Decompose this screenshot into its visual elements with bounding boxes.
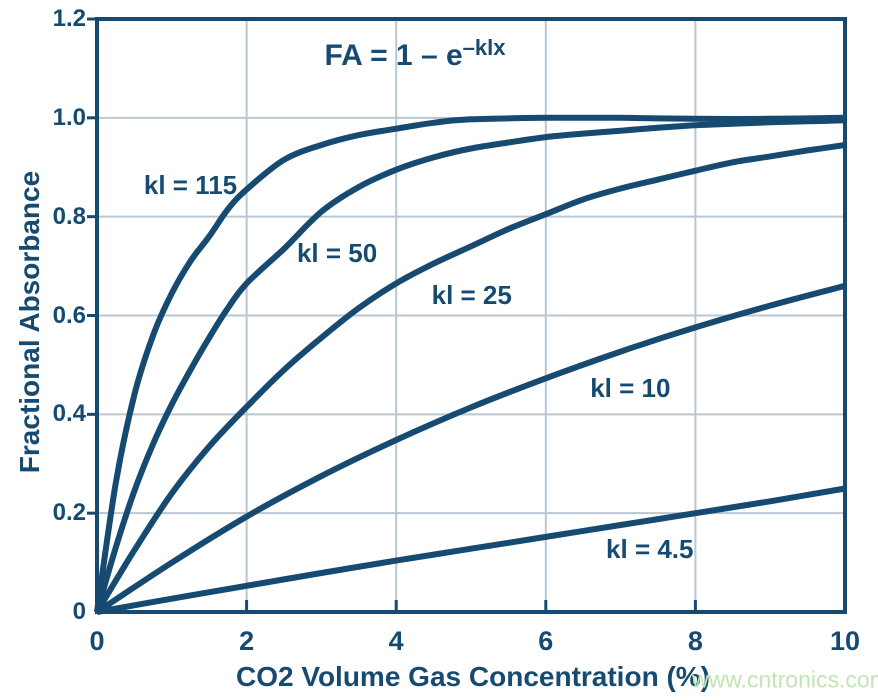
formula-base: FA = 1 – e [324,39,463,72]
watermark-text: www.cntronics.com [692,666,878,693]
x-tick-label-4: 4 [388,626,404,656]
y-axis-title: Fractional Absorbance [14,170,45,474]
curve-kl-115 [94,114,846,613]
y-tick-label-0.6: 0.6 [52,301,86,329]
y-tick-label-0.8: 0.8 [52,202,86,230]
curve-kl-25 [94,142,846,614]
y-tick-label-0: 0 [72,598,86,625]
y-tick-label-0.2: 0.2 [52,499,86,527]
curve-kl-4.5 [96,485,846,615]
formula-annotation: FA = 1 – e–klx [324,37,506,72]
curve-label-kl-25: kl = 25 [431,280,512,311]
y-tick-label-0.4: 0.4 [52,400,86,428]
formula-exponent: –klx [462,35,506,61]
y-tick-label-1.2: 1.2 [52,5,86,32]
y-tick-label-1.0: 1.0 [52,103,86,131]
curve-label-kl-10: kl = 10 [590,373,671,404]
x-tick-label-6: 6 [538,626,554,656]
curve-kl-50 [94,117,846,613]
x-tick-label-2: 2 [239,626,255,656]
x-tick-label-0: 0 [89,626,105,656]
x-tick-label-10: 10 [829,626,861,656]
x-tick-label-8: 8 [687,626,703,656]
curve-label-kl-50: kl = 50 [296,238,378,269]
x-axis-title: CO2 Volume Gas Concentration (%) [236,661,710,692]
curve-label-kl-115: kl = 115 [143,169,238,200]
curve-label-kl-4.5: kl = 4.5 [606,534,694,565]
curve-kl-10 [95,282,846,615]
